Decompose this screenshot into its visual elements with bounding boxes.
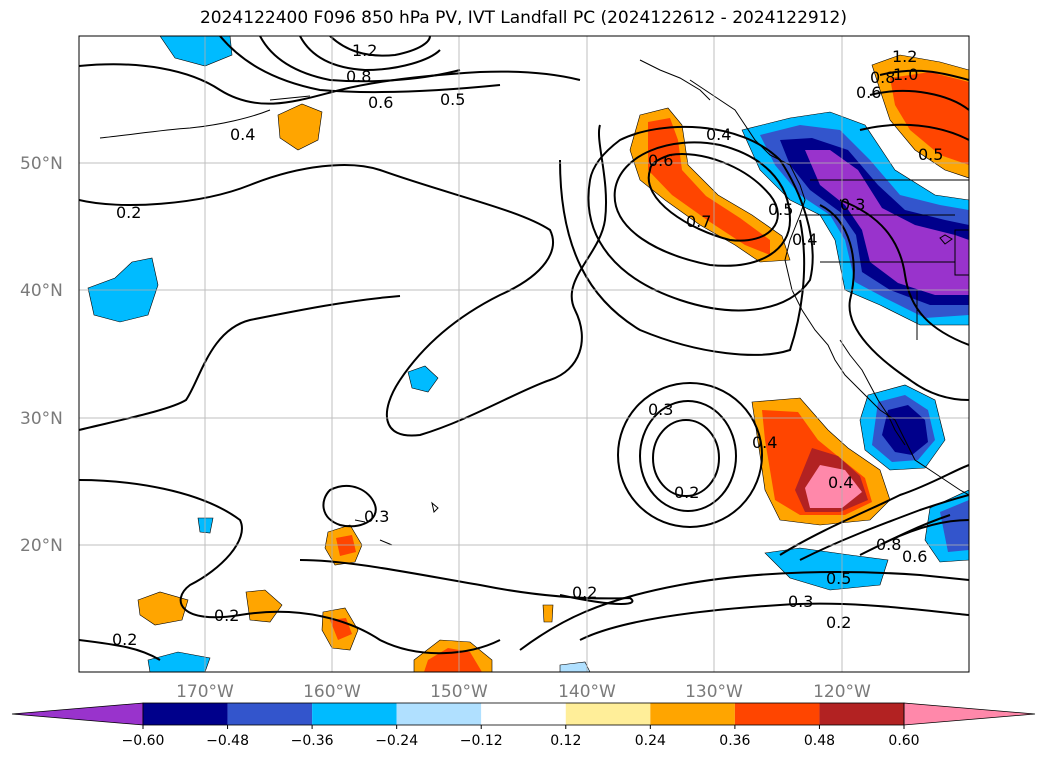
colorbar-extend-low xyxy=(11,702,144,726)
lon-label: 170°W xyxy=(176,682,234,702)
colorbar-tick-label: 0.24 xyxy=(635,733,666,749)
contour-label: 0.5 xyxy=(440,90,465,109)
colorbar-tick-label: 0.60 xyxy=(888,733,919,749)
colorbar-segment xyxy=(227,703,313,725)
contour-label: 0.3 xyxy=(840,195,865,214)
contour-label: 0.2 xyxy=(116,203,141,222)
colorbar-segment xyxy=(143,703,228,725)
lon-label: 140°W xyxy=(558,682,616,702)
contour-label: 0.8 xyxy=(876,535,901,554)
contour-label: 1.0 xyxy=(893,65,918,84)
map-area: 1.2 1.0 0.8 0.6 0.5 0.4 0.2 0.6 0.7 0.4 … xyxy=(79,36,969,672)
colorbar-tick-label: −0.48 xyxy=(206,733,249,749)
contour-label: 0.4 xyxy=(792,230,817,249)
contour-label: 0.3 xyxy=(364,507,389,526)
map-title: 2024122400 F096 850 hPa PV, IVT Landfall… xyxy=(199,8,847,28)
colorbar-tick-label: −0.60 xyxy=(122,733,165,749)
contour-label: 0.3 xyxy=(788,592,813,611)
contour-label: 0.3 xyxy=(648,400,673,419)
lon-label: 160°W xyxy=(303,682,361,702)
contour-label: 0.6 xyxy=(368,93,393,112)
colorbar-tick-label: 0.48 xyxy=(804,733,835,749)
colorbar-segment xyxy=(819,703,904,725)
colorbar-tick-label: 0.36 xyxy=(719,733,750,749)
pv-contours xyxy=(79,36,969,661)
negative-anomaly-north xyxy=(159,36,233,67)
contour-label: 0.6 xyxy=(902,547,927,566)
contour-label: 0.5 xyxy=(826,569,851,588)
contour-label: 0.5 xyxy=(918,145,943,164)
latitude-labels: 50°N 40°N 30°N 20°N xyxy=(20,154,63,556)
shaded-anomalies xyxy=(87,36,969,672)
lon-label: 130°W xyxy=(685,682,743,702)
map-frame xyxy=(78,35,970,673)
lat-label: 30°N xyxy=(20,409,63,429)
colorbar-segment xyxy=(650,703,735,725)
contour-labels: 1.2 1.0 0.8 0.6 0.5 0.4 0.2 0.6 0.7 0.4 … xyxy=(112,41,943,649)
colorbar-tick-label: 0.12 xyxy=(550,733,581,749)
colorbar-segment xyxy=(565,703,651,725)
colorbar-tick-label: −0.12 xyxy=(460,733,503,749)
longitude-labels: 170°W 160°W 150°W 140°W 130°W 120°W xyxy=(176,682,871,702)
coastlines xyxy=(99,59,969,546)
contour-label: 0.6 xyxy=(648,151,673,170)
lat-label: 50°N xyxy=(20,154,63,174)
lon-label: 120°W xyxy=(813,682,871,702)
contour-label: 0.8 xyxy=(870,68,895,87)
contour-label: 0.4 xyxy=(828,473,853,492)
lat-label: 20°N xyxy=(20,536,63,556)
contour-label: 1.2 xyxy=(352,41,377,60)
contour-label: 1.2 xyxy=(892,47,917,66)
contour-label: 0.2 xyxy=(674,483,699,502)
gridlines xyxy=(79,36,969,672)
contour-label: 0.7 xyxy=(686,212,711,231)
colorbar-segment xyxy=(396,703,482,725)
colorbar-outline xyxy=(142,702,905,726)
contour-label: 0.4 xyxy=(706,125,731,144)
colorbar-segment xyxy=(312,703,397,725)
colorbar: −0.60 −0.48 −0.36 −0.24 −0.12 0.12 0.24 0.36 0.4… xyxy=(11,702,1036,749)
contour-label: 0.2 xyxy=(572,583,597,602)
colorbar-segment xyxy=(734,703,820,725)
contour-label: 0.4 xyxy=(230,125,255,144)
colorbar-segment xyxy=(481,703,566,725)
contour-label: 0.6 xyxy=(856,83,881,102)
contour-label: 0.8 xyxy=(346,67,371,86)
colorbar-tick-label: −0.36 xyxy=(291,733,334,749)
contour-label: 0.2 xyxy=(214,606,239,625)
contour-label: 0.5 xyxy=(768,200,793,219)
lon-label: 150°W xyxy=(430,682,488,702)
contour-label: 0.4 xyxy=(752,433,777,452)
lat-label: 40°N xyxy=(20,281,63,301)
contour-label: 0.2 xyxy=(112,630,137,649)
contour-label: 0.2 xyxy=(826,613,851,632)
colorbar-extend-high xyxy=(903,702,1036,726)
colorbar-tick-label: −0.24 xyxy=(375,733,418,749)
